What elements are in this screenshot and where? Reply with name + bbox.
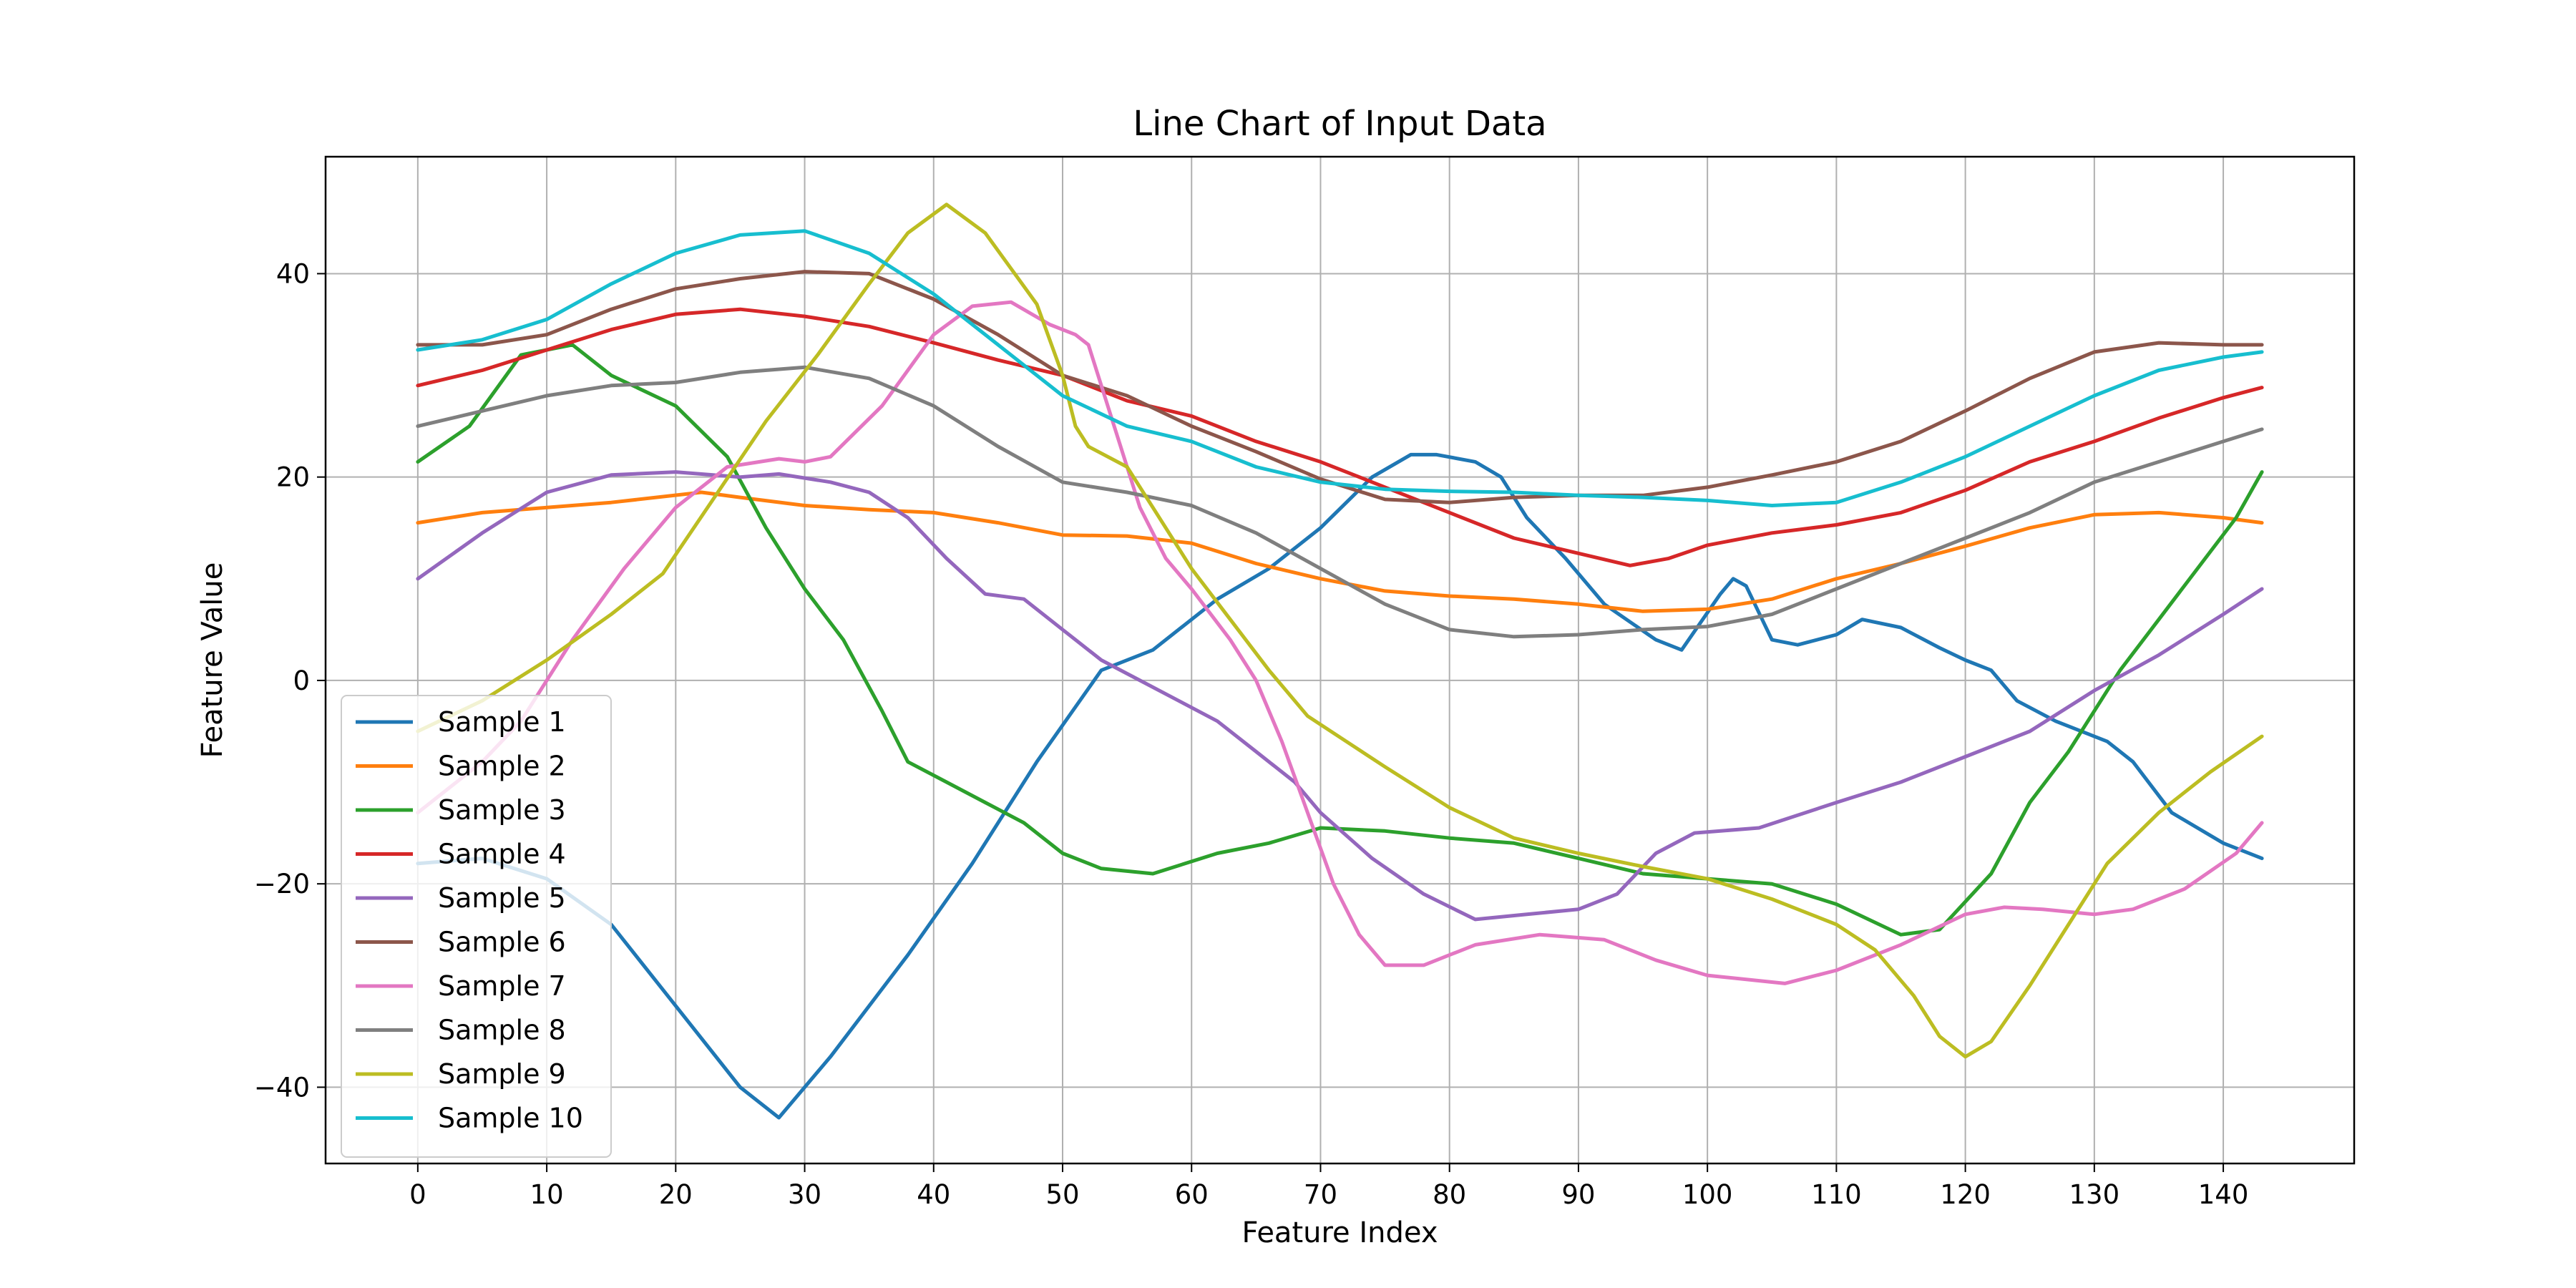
y-axis-label: Feature Value [196, 562, 229, 758]
legend-label-8: Sample 8 [438, 1015, 566, 1046]
x-tick-label: 90 [1561, 1179, 1595, 1210]
grid [326, 157, 2354, 1163]
legend-label-3: Sample 3 [438, 794, 566, 826]
x-tick-label: 120 [1940, 1179, 1991, 1210]
series-line-3 [416, 343, 2264, 937]
legend-label-4: Sample 4 [438, 839, 566, 870]
legend-label-5: Sample 5 [438, 882, 566, 914]
x-tick-label: 110 [1811, 1179, 1862, 1210]
x-tick-label: 80 [1433, 1179, 1466, 1210]
x-tick-label: 40 [917, 1179, 950, 1210]
x-tick-label: 60 [1175, 1179, 1209, 1210]
x-tick-label: 100 [1682, 1179, 1733, 1210]
x-tick-label: 10 [530, 1179, 564, 1210]
legend-label-9: Sample 9 [438, 1058, 566, 1090]
axes-frame [324, 155, 2356, 1165]
x-axis-label: Feature Index [1242, 1216, 1438, 1249]
series-line-10 [416, 229, 2264, 507]
x-tick-label: 20 [659, 1179, 693, 1210]
series-line-8 [416, 365, 2264, 639]
legend-label-10: Sample 10 [438, 1103, 583, 1134]
series-line-1 [416, 452, 2264, 1120]
x-tick-label: 0 [409, 1179, 426, 1210]
series-lines [416, 203, 2264, 1120]
x-tick-label: 30 [788, 1179, 821, 1210]
legend-label-2: Sample 2 [438, 751, 566, 782]
series-line-5 [416, 470, 2264, 922]
series-line-9 [416, 203, 2264, 1059]
x-tick-label: 140 [2198, 1179, 2249, 1210]
y-tick-label: −40 [254, 1072, 310, 1103]
series-line-6 [416, 270, 2264, 504]
x-tick-label: 50 [1045, 1179, 1079, 1210]
y-tick-label: 0 [293, 665, 310, 696]
legend-label-6: Sample 6 [438, 927, 566, 958]
chart-title: Line Chart of Input Data [1133, 104, 1546, 144]
y-axis-ticks: −40 −20 0 20 40 [254, 258, 326, 1103]
x-tick-label: 70 [1304, 1179, 1337, 1210]
legend-label-7: Sample 7 [438, 970, 566, 1002]
x-axis-ticks: 0 10 20 30 40 50 60 70 80 90 100 110 120 130 140 [409, 1163, 2248, 1210]
legend-label-1: Sample 1 [438, 706, 566, 738]
y-tick-label: 40 [276, 258, 310, 289]
y-tick-label: −20 [254, 869, 310, 899]
legend: Sample 1 Sample 2 Sample 3 Sample 4 Sample 5… [341, 695, 612, 1158]
series-line-7 [416, 300, 2264, 985]
x-tick-label: 130 [2069, 1179, 2120, 1210]
y-tick-label: 20 [276, 462, 310, 493]
series-line-4 [416, 307, 2264, 567]
